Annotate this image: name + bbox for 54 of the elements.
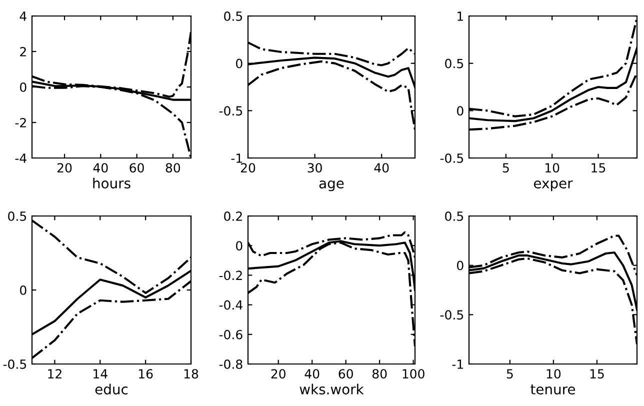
x-tick-label: 5 (506, 369, 513, 379)
x-tick-label: 100 (402, 369, 424, 379)
y-tick-label: -0.8 (219, 359, 242, 369)
y-tick-label: 0 (236, 58, 242, 68)
x-tick-label: 30 (308, 163, 322, 173)
y-tick-label: -1 (231, 154, 242, 163)
x-tick-label: 60 (130, 163, 144, 173)
x-axis-title: hours (93, 178, 130, 188)
x-tick-label: 20 (240, 163, 256, 173)
y-tick-label: 0 (20, 285, 26, 295)
x-tick-label: 60 (338, 369, 353, 379)
x-tick-label: 40 (374, 163, 389, 173)
x-tick-label: 12 (48, 369, 62, 378)
y-tick-label: 4 (20, 12, 26, 21)
y-tick-label: -0.5 (440, 310, 464, 320)
x-axis-title: wks.work (300, 384, 364, 394)
x-tick-label: 5 (502, 163, 509, 173)
y-tick-label: 0 (20, 82, 26, 92)
y-tick-label: 0 (457, 260, 464, 270)
y-tick-label: 1 (458, 12, 463, 21)
x-tick-label: 15 (590, 369, 604, 379)
x-tick-label: 15 (592, 163, 606, 173)
y-tick-label: 2 (20, 46, 26, 56)
x-tick-label: 40 (93, 163, 108, 173)
x-tick-label: 80 (166, 163, 180, 173)
y-tick-label: 0.5 (224, 11, 242, 21)
y-tick-label: -1 (452, 360, 463, 369)
x-tick-label: 10 (546, 369, 561, 379)
y-tick-label: -4 (15, 154, 26, 163)
x-axis-title: tenure (530, 384, 576, 394)
y-tick-label: -0.5 (219, 106, 242, 116)
y-tick-label: 0.2 (224, 211, 242, 221)
y-tick-label: -0.5 (440, 153, 464, 163)
y-tick-label: -2 (15, 118, 26, 128)
x-tick-label: 14 (94, 369, 108, 378)
x-tick-label: 10 (545, 163, 560, 173)
y-tick-label: 0.5 (445, 58, 464, 68)
x-tick-label: 20 (271, 369, 286, 379)
y-tick-label: -0.6 (219, 330, 242, 340)
y-tick-label: 0 (457, 106, 464, 116)
x-tick-label: 16 (138, 369, 153, 379)
y-tick-label: 0.5 (445, 211, 464, 221)
x-tick-label: 18 (184, 369, 198, 379)
y-tick-label: 0 (236, 241, 242, 251)
y-tick-label: -0.2 (219, 270, 242, 280)
y-tick-label: -0.4 (219, 300, 242, 310)
x-axis-title: age (319, 180, 344, 192)
x-axis-title: educ (95, 384, 128, 394)
y-tick-label: 0.5 (8, 211, 26, 221)
y-tick-label: -0.5 (3, 359, 26, 369)
x-tick-label: 40 (304, 369, 320, 379)
x-tick-label: 20 (57, 163, 72, 173)
x-axis-title: exper (534, 180, 573, 192)
x-tick-label: 80 (372, 369, 387, 379)
